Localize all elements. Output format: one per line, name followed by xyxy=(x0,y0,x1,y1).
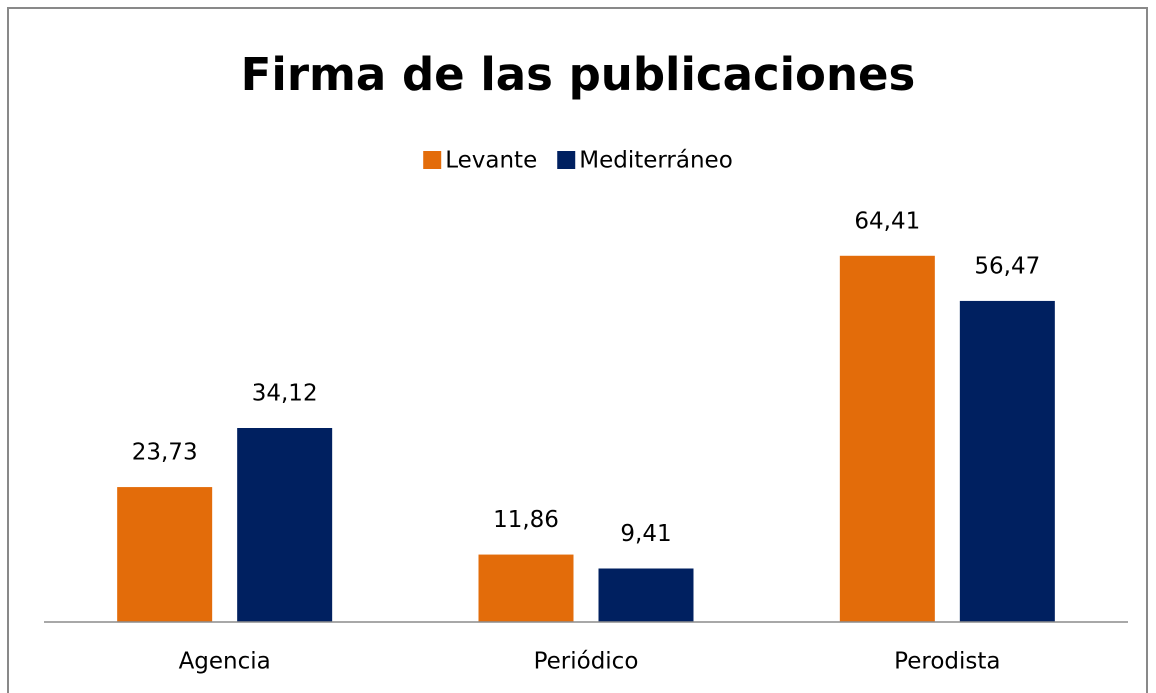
x-tick-label: Perodista xyxy=(894,649,1000,675)
legend-swatch xyxy=(557,151,576,169)
legend-swatch xyxy=(423,151,442,169)
legend-label: Levante xyxy=(445,148,537,174)
bar xyxy=(959,300,1055,622)
legend-label: Mediterráneo xyxy=(579,148,733,174)
x-tick-label: Agencia xyxy=(179,649,271,675)
x-tick-label: Periódico xyxy=(534,649,639,675)
value-label: 9,41 xyxy=(620,521,671,547)
bar xyxy=(117,487,213,622)
bar xyxy=(839,255,935,622)
bar xyxy=(478,554,574,622)
value-label: 23,73 xyxy=(132,440,198,466)
value-label: 11,86 xyxy=(493,507,559,533)
value-label: 64,41 xyxy=(854,208,920,234)
bar xyxy=(598,568,694,622)
value-label: 34,12 xyxy=(252,381,318,407)
chart-title: Firma de las publicaciones xyxy=(241,48,916,101)
bar xyxy=(237,428,333,622)
value-label: 56,47 xyxy=(974,253,1040,279)
